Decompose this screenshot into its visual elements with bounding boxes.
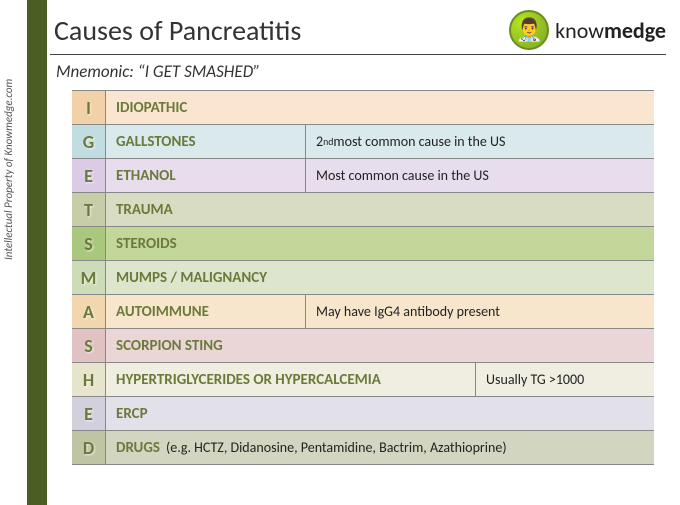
mnemonic-term: ERCP [106, 397, 654, 430]
mnemonic-term: GALLSTONES [106, 125, 306, 158]
logo-prefix: know [555, 17, 604, 44]
mnemonic-note: May have IgG4 antibody present [306, 295, 654, 328]
logo: knowmedge [509, 10, 666, 50]
table-row: HHYPERTRIGLYCERIDES OR HYPERCALCEMIAUsua… [72, 363, 654, 397]
mnemonic-letter: T [72, 193, 106, 226]
table-row: IIDIOPATHIC [72, 91, 654, 125]
term-extra: (e.g. HCTZ, Didanosine, Pentamidine, Bac… [166, 439, 507, 456]
main-content: Causes of Pancreatitis knowmedge Mnemoni… [50, 0, 680, 505]
table-row: AAUTOIMMUNEMay have IgG4 antibody presen… [72, 295, 654, 329]
table-row: GGALLSTONES2nd most common cause in the … [72, 125, 654, 159]
mnemonic-letter: G [72, 125, 106, 158]
table-row: DDRUGS (e.g. HCTZ, Didanosine, Pentamidi… [72, 431, 654, 465]
mnemonic-term: SCORPION STING [106, 329, 654, 362]
logo-bold: medge [604, 17, 666, 44]
sidebar-accent [27, 0, 47, 505]
mnemonic-letter: M [72, 261, 106, 294]
mnemonic-term: TRAUMA [106, 193, 654, 226]
mnemonic-term: AUTOIMMUNE [106, 295, 306, 328]
mnemonic-note: Most common cause in the US [306, 159, 654, 192]
mnemonic-term: DRUGS (e.g. HCTZ, Didanosine, Pentamidin… [106, 431, 654, 464]
doctor-icon [509, 10, 549, 50]
mnemonic-term: HYPERTRIGLYCERIDES OR HYPERCALCEMIA [106, 363, 476, 396]
mnemonic-term: STEROIDS [106, 227, 654, 260]
mnemonic-note: 2nd most common cause in the US [306, 125, 654, 158]
credit-text: Intellectual Property of Knowmedge.com [2, 0, 15, 260]
mnemonic-letter: A [72, 295, 106, 328]
mnemonic-letter: I [72, 91, 106, 124]
table-row: EETHANOLMost common cause in the US [72, 159, 654, 193]
mnemonic-term: IDIOPATHIC [106, 91, 654, 124]
table-row: MMUMPS / MALIGNANCY [72, 261, 654, 295]
logo-text: knowmedge [555, 17, 666, 44]
header: Causes of Pancreatitis knowmedge [50, 6, 666, 55]
mnemonic-table: IIDIOPATHICGGALLSTONES2nd most common ca… [72, 90, 654, 465]
table-row: SSTEROIDS [72, 227, 654, 261]
mnemonic-letter: S [72, 329, 106, 362]
mnemonic-note: Usually TG >1000 [476, 363, 654, 396]
mnemonic-letter: H [72, 363, 106, 396]
table-row: EERCP [72, 397, 654, 431]
page-title: Causes of Pancreatitis [54, 13, 301, 48]
mnemonic-subtitle: Mnemonic: “I GET SMASHED” [50, 59, 666, 90]
mnemonic-letter: E [72, 397, 106, 430]
mnemonic-term: ETHANOL [106, 159, 306, 192]
table-row: SSCORPION STING [72, 329, 654, 363]
mnemonic-term: MUMPS / MALIGNANCY [106, 261, 654, 294]
mnemonic-letter: S [72, 227, 106, 260]
mnemonic-letter: D [72, 431, 106, 464]
table-row: TTRAUMA [72, 193, 654, 227]
mnemonic-letter: E [72, 159, 106, 192]
